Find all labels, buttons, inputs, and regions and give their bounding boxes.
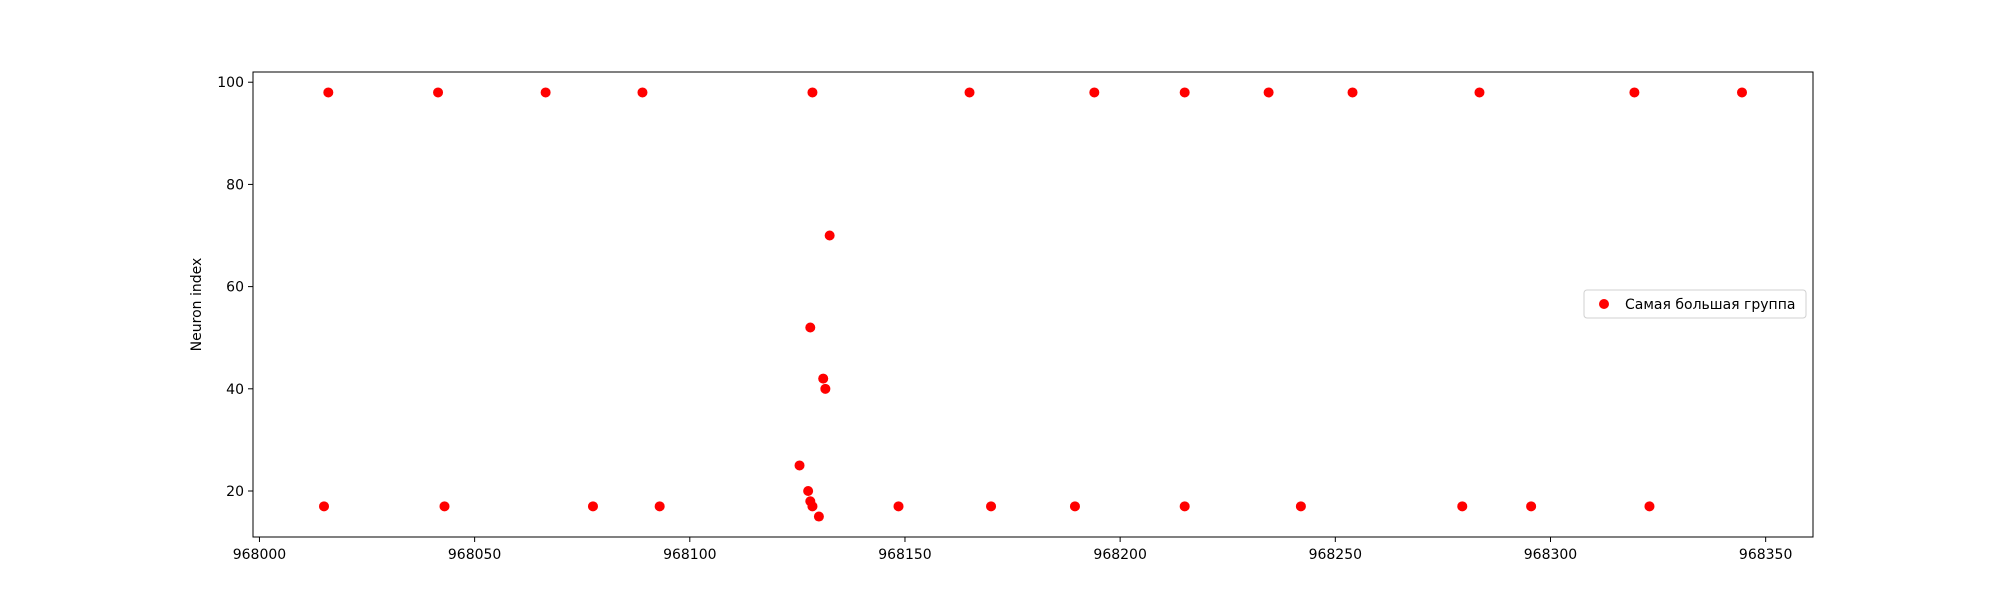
data-point <box>323 87 334 98</box>
data-point <box>1736 87 1747 98</box>
legend: Самая большая группа <box>1583 289 1807 319</box>
data-point <box>986 501 997 512</box>
y-tick-label: 60 <box>226 280 244 296</box>
data-point <box>1263 87 1274 98</box>
data-point <box>794 460 805 471</box>
legend-box <box>1583 289 1807 319</box>
data-point <box>433 87 444 98</box>
y-tick-label: 40 <box>226 382 244 398</box>
data-point <box>1644 501 1655 512</box>
x-tick-label: 968300 <box>1524 547 1577 563</box>
data-point <box>1526 501 1537 512</box>
x-tick-label: 968100 <box>663 547 716 563</box>
data-point <box>540 87 551 98</box>
data-point <box>1179 501 1190 512</box>
data-point <box>439 501 450 512</box>
x-tick-label: 968200 <box>1093 547 1146 563</box>
data-point <box>1347 87 1358 98</box>
x-axis: 968000 968050 968100 968150 968200 968250 9683… <box>233 537 1792 563</box>
data-point <box>637 87 648 98</box>
plot-area-frame <box>252 71 1814 538</box>
data-point <box>1089 87 1100 98</box>
y-axis: 20 40 60 80 100 <box>217 75 253 500</box>
x-tick-label: 968050 <box>448 547 501 563</box>
data-point <box>1295 501 1306 512</box>
x-tick-label: 968250 <box>1309 547 1362 563</box>
data-point <box>1069 501 1080 512</box>
data-point <box>964 87 975 98</box>
data-point <box>803 486 814 497</box>
data-point <box>1179 87 1190 98</box>
data-point <box>813 511 824 522</box>
x-tick-label: 968000 <box>233 547 286 563</box>
legend-entry-label: Самая большая группа <box>1625 297 1795 313</box>
legend-marker <box>1599 299 1609 309</box>
data-point <box>818 373 829 384</box>
data-point <box>893 501 904 512</box>
y-tick-label: 20 <box>226 484 244 500</box>
data-point <box>807 501 818 512</box>
data-point <box>824 230 835 241</box>
data-point <box>1457 501 1468 512</box>
data-point <box>807 87 818 98</box>
data-point <box>1474 87 1485 98</box>
y-axis-label: Neuron index <box>189 258 205 352</box>
data-point <box>805 322 816 333</box>
data-point <box>319 501 330 512</box>
data-point <box>1629 87 1640 98</box>
data-point <box>820 383 831 394</box>
data-point <box>587 501 598 512</box>
y-tick-label: 100 <box>217 75 244 91</box>
data-point <box>654 501 665 512</box>
x-tick-label: 968350 <box>1739 547 1792 563</box>
y-tick-label: 80 <box>226 177 244 193</box>
data-points <box>319 87 1747 522</box>
x-tick-label: 968150 <box>878 547 931 563</box>
